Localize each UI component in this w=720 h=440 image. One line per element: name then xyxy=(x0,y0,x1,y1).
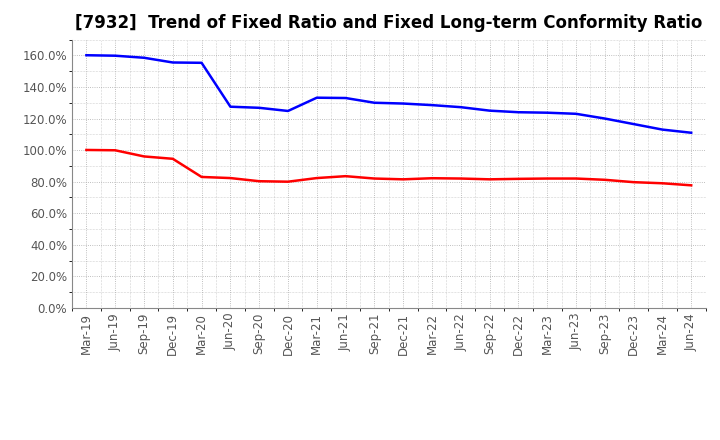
Fixed Ratio xyxy=(312,95,321,100)
Fixed Ratio xyxy=(255,105,264,110)
Fixed Ratio xyxy=(111,53,120,59)
Fixed Ratio xyxy=(140,55,148,60)
Fixed Ratio xyxy=(629,121,638,127)
Line: Fixed Ratio: Fixed Ratio xyxy=(86,55,691,133)
Fixed Long-term Conformity Ratio xyxy=(514,176,523,181)
Fixed Long-term Conformity Ratio xyxy=(168,156,177,161)
Fixed Long-term Conformity Ratio xyxy=(284,179,292,184)
Fixed Ratio xyxy=(341,95,350,101)
Fixed Ratio xyxy=(687,130,696,136)
Fixed Ratio xyxy=(168,60,177,65)
Fixed Long-term Conformity Ratio xyxy=(140,154,148,159)
Fixed Long-term Conformity Ratio xyxy=(600,177,609,183)
Fixed Long-term Conformity Ratio xyxy=(658,181,667,186)
Fixed Ratio xyxy=(485,108,494,113)
Fixed Long-term Conformity Ratio xyxy=(255,179,264,184)
Fixed Long-term Conformity Ratio xyxy=(543,176,552,181)
Fixed Ratio xyxy=(370,100,379,106)
Fixed Ratio xyxy=(572,111,580,117)
Fixed Ratio xyxy=(428,103,436,108)
Fixed Ratio xyxy=(658,127,667,132)
Fixed Long-term Conformity Ratio xyxy=(428,176,436,181)
Fixed Ratio xyxy=(514,110,523,115)
Fixed Long-term Conformity Ratio xyxy=(399,177,408,182)
Fixed Ratio xyxy=(226,104,235,109)
Fixed Ratio xyxy=(600,116,609,121)
Fixed Long-term Conformity Ratio xyxy=(572,176,580,181)
Line: Fixed Long-term Conformity Ratio: Fixed Long-term Conformity Ratio xyxy=(86,150,691,185)
Fixed Long-term Conformity Ratio xyxy=(341,173,350,179)
Title: [7932]  Trend of Fixed Ratio and Fixed Long-term Conformity Ratio: [7932] Trend of Fixed Ratio and Fixed Lo… xyxy=(75,15,703,33)
Fixed Long-term Conformity Ratio xyxy=(82,147,91,153)
Fixed Ratio xyxy=(82,53,91,58)
Fixed Long-term Conformity Ratio xyxy=(111,148,120,153)
Fixed Long-term Conformity Ratio xyxy=(197,174,206,180)
Fixed Ratio xyxy=(197,60,206,66)
Fixed Ratio xyxy=(456,105,465,110)
Fixed Long-term Conformity Ratio xyxy=(485,177,494,182)
Fixed Long-term Conformity Ratio xyxy=(226,176,235,181)
Fixed Ratio xyxy=(399,101,408,106)
Fixed Long-term Conformity Ratio xyxy=(456,176,465,181)
Fixed Long-term Conformity Ratio xyxy=(629,180,638,185)
Fixed Long-term Conformity Ratio xyxy=(687,183,696,188)
Fixed Ratio xyxy=(543,110,552,115)
Fixed Long-term Conformity Ratio xyxy=(312,176,321,181)
Fixed Long-term Conformity Ratio xyxy=(370,176,379,181)
Fixed Ratio xyxy=(284,108,292,114)
